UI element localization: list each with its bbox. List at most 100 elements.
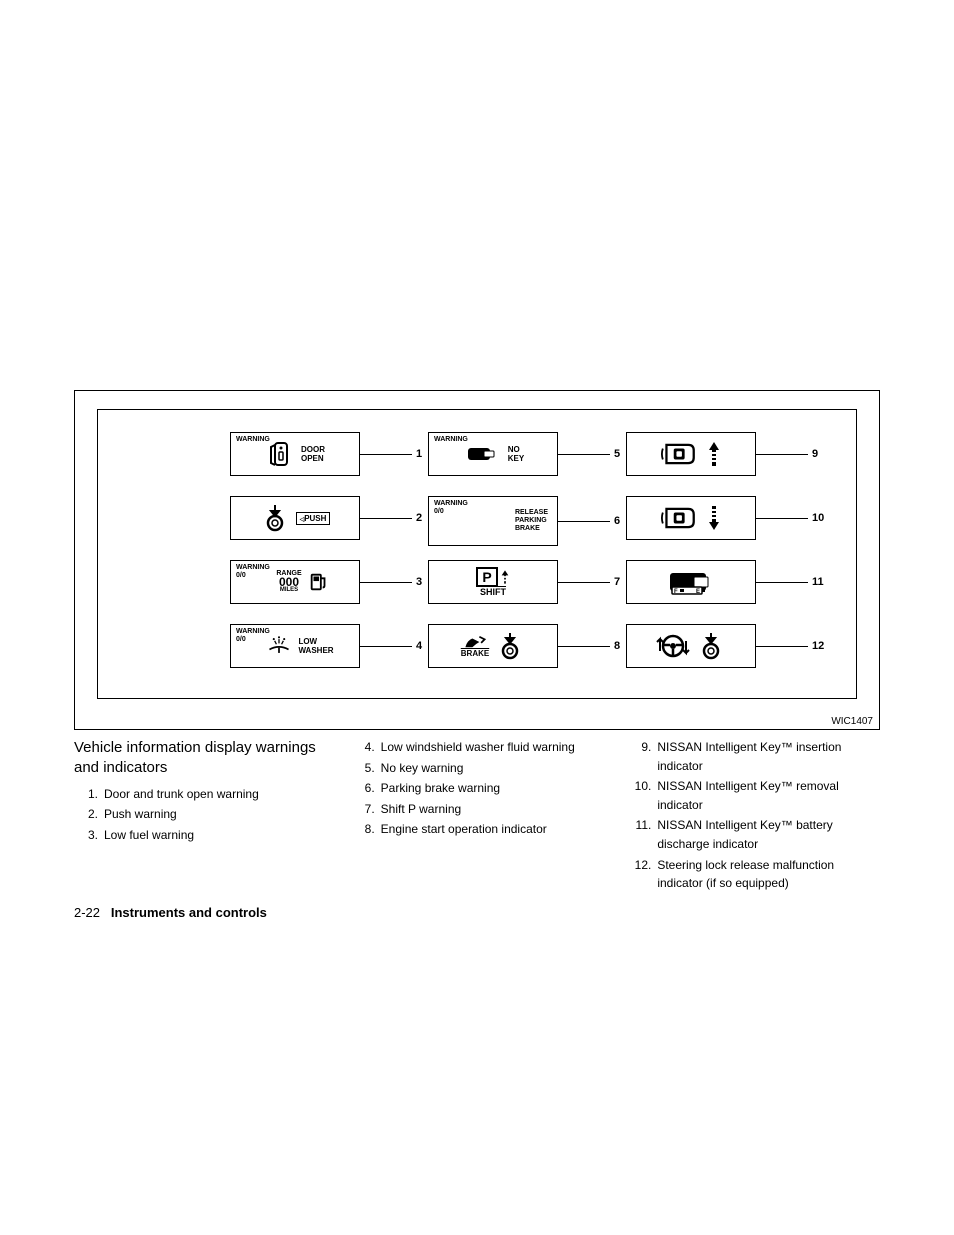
legend-item: 6.Parking brake warning xyxy=(357,779,604,798)
warning-label: WARNING 0/0 xyxy=(236,564,270,579)
manual-page: WARNING DOOR OPEN xyxy=(74,390,880,920)
legend-item: 5.No key warning xyxy=(357,759,604,778)
warning-label: WARNING xyxy=(236,436,270,444)
indicator-grid: WARNING DOOR OPEN xyxy=(98,410,856,698)
indicator-1: WARNING DOOR OPEN xyxy=(230,432,422,476)
brake-label: BRAKE xyxy=(461,649,489,658)
fuel-pump-icon xyxy=(308,571,330,593)
legend-item: 12.Steering lock release malfunction ind… xyxy=(633,856,880,893)
callout-number: 2 xyxy=(416,512,422,524)
leader-line xyxy=(558,521,610,522)
leader-line xyxy=(360,646,412,647)
section-title: Vehicle information display warnings and… xyxy=(74,738,327,779)
callout-number: 5 xyxy=(614,448,620,460)
key-battery-icon: F E xyxy=(666,567,716,597)
leader-line xyxy=(756,454,808,455)
callout-number: 6 xyxy=(614,515,620,527)
push-button-arrow-icon xyxy=(495,631,525,661)
shift-label: SHIFT xyxy=(480,587,506,597)
low-washer-label: LOW WASHER xyxy=(298,637,333,655)
foot-pedal-icon xyxy=(463,635,487,649)
indicator-2: ◁PUSH 2 xyxy=(230,496,422,540)
callout-number: 7 xyxy=(614,576,620,588)
svg-text:E: E xyxy=(696,589,700,595)
indicator-box-no-key: WARNING NO KEY xyxy=(428,432,558,476)
diagram-inner-frame: WARNING DOOR OPEN xyxy=(97,409,857,699)
section-name: Instruments and controls xyxy=(111,905,267,920)
callout-number: 12 xyxy=(812,640,824,652)
indicator-12: 12 xyxy=(626,624,824,668)
indicator-5: WARNING NO KEY 5 xyxy=(428,432,620,476)
leader-line xyxy=(756,582,808,583)
diagram-outer-frame: WARNING DOOR OPEN xyxy=(74,390,880,730)
legend-item: 11.NISSAN Intelligent Key™ battery disch… xyxy=(633,816,880,853)
leader-line xyxy=(756,518,808,519)
legend-item: 9.NISSAN Intelligent Key™ insertion indi… xyxy=(633,738,880,775)
indicator-box-steering-lock xyxy=(626,624,756,668)
legend-list-3: 9.NISSAN Intelligent Key™ insertion indi… xyxy=(627,738,880,893)
push-label-box: ◁PUSH xyxy=(296,512,331,525)
legend-col-3: 9.NISSAN Intelligent Key™ insertion indi… xyxy=(627,738,880,895)
indicator-box-low-fuel: WARNING 0/0 RANGE 000 MILES xyxy=(230,560,360,604)
leader-line xyxy=(558,454,610,455)
legend-columns: Vehicle information display warnings and… xyxy=(74,738,880,895)
callout-number: 1 xyxy=(416,448,422,460)
legend-item: 3.Low fuel warning xyxy=(80,826,327,845)
warning-label: WARNING xyxy=(434,436,468,444)
warning-label: WARNING 0/0 xyxy=(434,500,468,515)
indicator-8: BRAKE 8 xyxy=(428,624,620,668)
washer-fluid-icon xyxy=(266,631,292,661)
indicator-box-key-insert xyxy=(626,432,756,476)
indicator-box-engine-start: BRAKE xyxy=(428,624,558,668)
leader-line xyxy=(558,582,610,583)
indicator-box-push: ◁PUSH xyxy=(230,496,360,540)
up-arrow-icon xyxy=(500,568,510,586)
callout-number: 4 xyxy=(416,640,422,652)
indicator-box-low-washer: WARNING 0/0 LOW xyxy=(230,624,360,668)
indicator-box-shift-p: P SHIFT xyxy=(428,560,558,604)
indicator-4: WARNING 0/0 LOW xyxy=(230,624,422,668)
release-parking-brake-label: RELEASE PARKING BRAKE xyxy=(515,509,548,533)
legend-list-2: 4.Low windshield washer fluid warning 5.… xyxy=(351,738,604,839)
diagram-code: WIC1407 xyxy=(831,716,873,727)
page-footer: 2-22 Instruments and controls xyxy=(74,905,880,920)
legend-item: 8.Engine start operation indicator xyxy=(357,820,604,839)
legend-item: 1.Door and trunk open warning xyxy=(80,785,327,804)
callout-number: 8 xyxy=(614,640,620,652)
callout-number: 11 xyxy=(812,576,824,588)
indicator-3: WARNING 0/0 RANGE 000 MILES xyxy=(230,560,422,604)
p-box: P xyxy=(476,567,497,587)
indicator-9: 9 xyxy=(626,432,818,476)
indicator-6: WARNING 0/0 RELEASE PARKING BRAKE 6 xyxy=(428,496,620,546)
legend-item: 4.Low windshield washer fluid warning xyxy=(357,738,604,757)
indicator-box-key-battery: F E xyxy=(626,560,756,604)
steering-wheel-rotate-icon xyxy=(656,631,690,661)
legend-item: 10.NISSAN Intelligent Key™ removal indic… xyxy=(633,777,880,814)
up-arrow-icon xyxy=(707,440,721,468)
indicator-7: P SHIFT xyxy=(428,560,620,604)
key-slot-icon xyxy=(661,503,701,533)
legend-list-1: 1.Door and trunk open warning 2.Push war… xyxy=(74,785,327,845)
callout-number: 10 xyxy=(812,512,824,524)
callout-number: 3 xyxy=(416,576,422,588)
key-slot-icon xyxy=(661,439,701,469)
callout-number: 9 xyxy=(812,448,818,460)
leader-line xyxy=(360,518,412,519)
push-button-arrow-icon xyxy=(696,631,726,661)
indicator-box-parking-brake: WARNING 0/0 RELEASE PARKING BRAKE xyxy=(428,496,558,546)
legend-col-1: Vehicle information display warnings and… xyxy=(74,738,327,895)
legend-item: 2.Push warning xyxy=(80,805,327,824)
svg-text:F: F xyxy=(674,589,678,595)
leader-line xyxy=(360,454,412,455)
push-button-arrow-icon xyxy=(260,503,290,533)
door-open-label: DOOR OPEN xyxy=(301,445,325,463)
leader-line xyxy=(360,582,412,583)
indicator-10: 10 xyxy=(626,496,824,540)
leader-line xyxy=(558,646,610,647)
indicator-box-door-open: WARNING DOOR OPEN xyxy=(230,432,360,476)
leader-line xyxy=(756,646,808,647)
indicator-box-key-remove xyxy=(626,496,756,540)
no-key-label: NO KEY xyxy=(508,445,524,463)
legend-item: 7.Shift P warning xyxy=(357,800,604,819)
legend-col-2: 4.Low windshield washer fluid warning 5.… xyxy=(351,738,604,895)
